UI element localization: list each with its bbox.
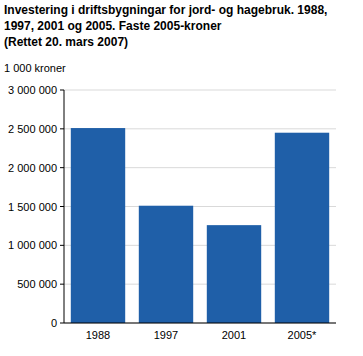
category-label: 2001 [222, 329, 246, 341]
tick-mark [60, 128, 64, 129]
bar [275, 133, 329, 323]
tick-label: 2 000 000 [8, 162, 57, 174]
chart: Investering i driftsbygningar for jord- … [0, 0, 363, 356]
y-label: 1 000 kroner [4, 62, 66, 74]
title-line: 1997, 2001 og 2005. Faste 2005-kroner [4, 19, 222, 33]
x-axis [64, 323, 336, 324]
tick-label: 1 500 000 [8, 201, 57, 213]
tick-mark [60, 167, 64, 168]
tick-label: 2 500 000 [8, 123, 57, 135]
tick-label: 500 000 [17, 278, 57, 290]
title: Investering i driftsbygningar for jord- … [4, 3, 327, 33]
tick-label: 0 [51, 317, 57, 329]
tick-mark [60, 323, 64, 324]
category-label: 2005* [288, 329, 317, 341]
title-line: Investering i driftsbygningar for jord- … [4, 3, 327, 17]
category-label: 1997 [154, 329, 178, 341]
grid-line [64, 323, 336, 324]
bar [139, 206, 193, 323]
tick-label: 1 000 000 [8, 239, 57, 251]
tick-mark [60, 90, 64, 91]
tick-mark [60, 284, 64, 285]
bar [207, 225, 261, 323]
category-label: 1988 [86, 329, 110, 341]
y-axis [64, 90, 65, 323]
tick-mark [60, 206, 64, 207]
bar [71, 128, 125, 323]
tick-mark [60, 245, 64, 246]
grid-line [64, 90, 336, 91]
tick-label: 3 000 000 [8, 84, 57, 96]
subtitle: (Rettet 20. mars 2007) [4, 35, 128, 49]
